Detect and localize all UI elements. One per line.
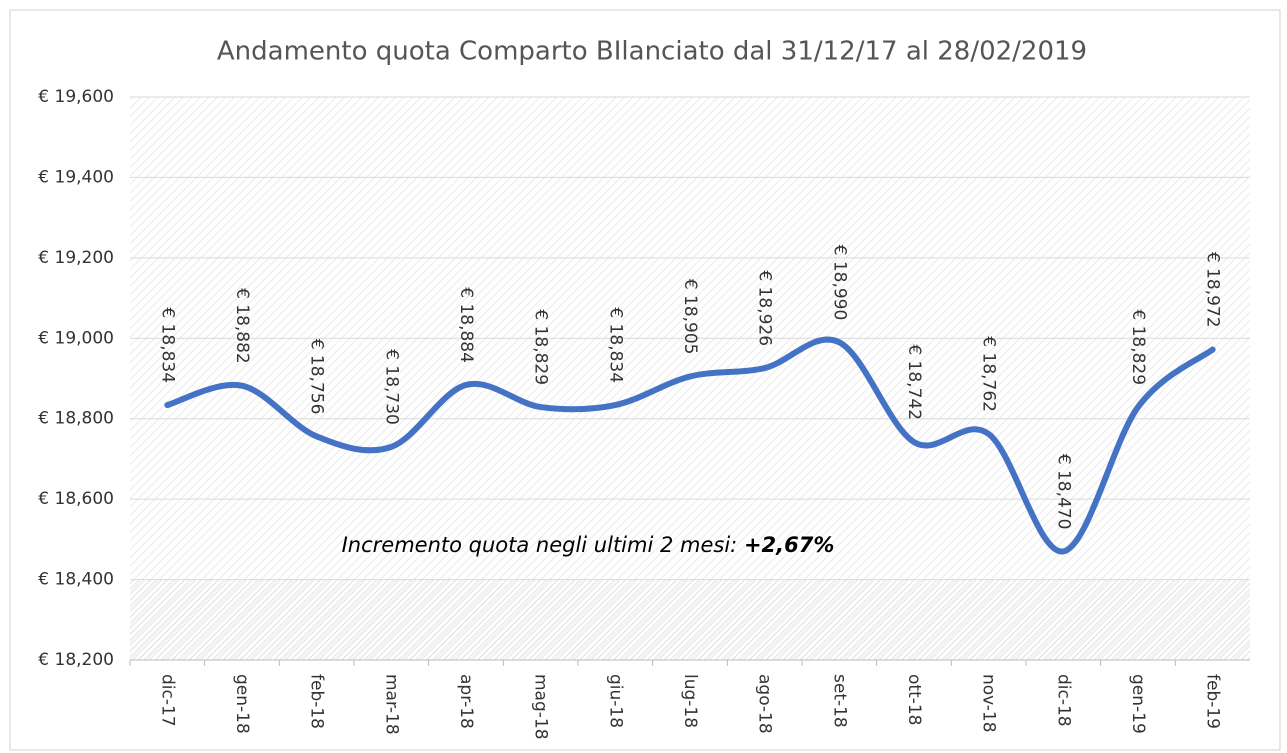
y-tick-label: € 18,200 <box>38 650 114 670</box>
x-tick-label: gen-18 <box>232 674 252 734</box>
x-tick-label: feb-19 <box>1203 674 1223 729</box>
y-tick-label: € 19,000 <box>38 328 114 348</box>
x-tick-label: nov-18 <box>979 674 999 733</box>
plot-lower-band <box>130 579 1250 660</box>
y-tick-label: € 18,800 <box>38 409 114 429</box>
x-tick-label: ago-18 <box>755 674 775 734</box>
x-tick-label: lug-18 <box>680 674 700 728</box>
x-tick-label: ott-18 <box>904 674 924 726</box>
data-label: € 18,990 <box>829 245 849 321</box>
data-label: € 18,905 <box>680 279 700 355</box>
y-tick-label: € 19,200 <box>38 248 114 268</box>
y-tick-label: € 19,600 <box>38 87 114 107</box>
data-label: € 18,730 <box>381 349 401 425</box>
data-label: € 18,742 <box>904 344 924 420</box>
data-label: € 18,884 <box>456 287 476 363</box>
data-label: € 18,829 <box>531 309 551 385</box>
annotation-highlight: +2,67% <box>744 533 834 557</box>
x-tick-label: feb-18 <box>307 674 327 729</box>
x-tick-label: mar-18 <box>381 674 401 735</box>
data-label: € 18,834 <box>157 307 177 383</box>
data-label: € 18,762 <box>979 336 999 412</box>
x-tick-label: dic-18 <box>1053 674 1073 727</box>
x-tick-label: apr-18 <box>456 674 476 729</box>
x-tick-label: giu-18 <box>605 674 625 728</box>
x-tick-label: set-18 <box>829 674 849 728</box>
x-tick-label: mag-18 <box>531 674 551 740</box>
chart-title: Andamento quota Comparto BIlanciato dal … <box>217 37 1087 67</box>
data-label: € 18,882 <box>232 288 252 364</box>
line-series <box>164 336 1216 555</box>
data-label: € 18,834 <box>605 307 625 383</box>
y-tick-label: € 18,600 <box>38 489 114 509</box>
y-tick-label: € 19,400 <box>38 167 114 187</box>
data-label: € 18,926 <box>755 270 775 346</box>
y-tick-label: € 18,400 <box>38 570 114 590</box>
annotation: Incremento quota negli ultimi 2 mesi: +2… <box>342 533 835 557</box>
data-label: € 18,756 <box>307 339 327 415</box>
data-label: € 18,972 <box>1203 252 1223 328</box>
x-tick-label: gen-19 <box>1128 674 1148 734</box>
data-label: € 18,829 <box>1128 309 1148 385</box>
x-tick-label: dic-17 <box>157 674 177 727</box>
annotation-text: Incremento quota negli ultimi 2 mesi: <box>342 533 744 557</box>
data-label: € 18,470 <box>1053 454 1073 530</box>
